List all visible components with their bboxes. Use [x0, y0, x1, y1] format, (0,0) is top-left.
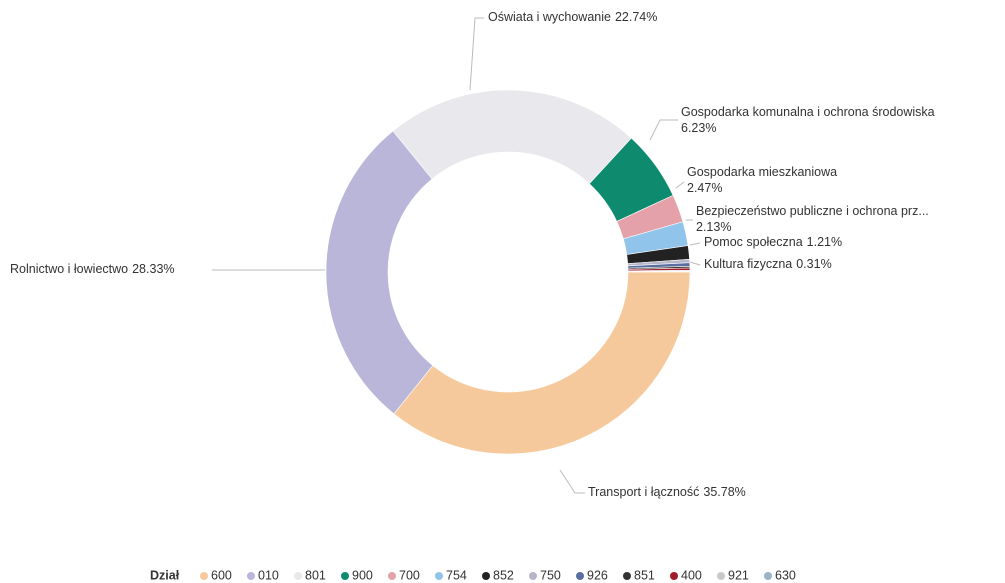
- slice-label-value: 1.21%: [807, 235, 842, 249]
- slice-label-name: Gospodarka komunalna i ochrona środowisk…: [681, 105, 935, 119]
- slice-label-value: 2.47%: [687, 181, 722, 195]
- legend-marker: [200, 572, 208, 580]
- slice-label: Gospodarka mieszkaniowa 2.47%: [687, 165, 837, 195]
- legend-label: 750: [540, 568, 561, 582]
- slice-label-value: 0.31%: [796, 257, 831, 271]
- legend-label: 754: [446, 568, 467, 582]
- slice-label: Gospodarka komunalna i ochrona środowisk…: [681, 105, 935, 135]
- legend-marker: [764, 572, 772, 580]
- slice-label-value: 22.74%: [615, 10, 657, 24]
- legend-marker: [435, 572, 443, 580]
- legend-label: 630: [775, 568, 796, 582]
- leader-line: [469, 17, 484, 91]
- legend-label: 801: [305, 568, 326, 582]
- slice-label-name: Kultura fizyczna: [704, 257, 792, 271]
- slice-label-name: Bezpieczeństwo publiczne i ochrona prz..…: [696, 204, 929, 218]
- slice-label: Rolnictwo i łowiectwo 28.33%: [10, 262, 175, 276]
- donut-slice: [627, 271, 691, 273]
- leader-line: [675, 181, 685, 189]
- legend-label: 010: [258, 568, 279, 582]
- legend-label: 400: [681, 568, 702, 582]
- legend-marker: [529, 572, 537, 580]
- legend-label: 921: [728, 568, 749, 582]
- legend-marker: [482, 572, 490, 580]
- legend-label: 852: [493, 568, 514, 582]
- leader-line: [689, 242, 701, 246]
- slice-label-name: Oświata i wychowanie: [488, 10, 611, 24]
- slice-label-value: 2.13%: [696, 220, 731, 234]
- slice-label-name: Gospodarka mieszkaniowa: [687, 165, 837, 179]
- donut-slice: [393, 271, 691, 455]
- slice-label-value: 28.33%: [132, 262, 174, 276]
- legend-marker: [623, 572, 631, 580]
- legend-label: 851: [634, 568, 655, 582]
- slice-label: Transport i łączność 35.78%: [588, 485, 746, 499]
- legend-marker: [670, 572, 678, 580]
- slice-label: Bezpieczeństwo publiczne i ochrona prz..…: [696, 204, 929, 234]
- legend-label: 926: [587, 568, 608, 582]
- donut-slice: [325, 130, 434, 415]
- legend-marker: [388, 572, 396, 580]
- legend-label: 900: [352, 568, 373, 582]
- legend-marker: [717, 572, 725, 580]
- donut-slice: [392, 89, 632, 185]
- leader-line: [649, 119, 678, 141]
- slice-label-value: 35.78%: [703, 485, 745, 499]
- legend-label: 600: [211, 568, 232, 582]
- slice-label: Oświata i wychowanie 22.74%: [488, 10, 657, 24]
- legend-title: Dział: [150, 568, 180, 582]
- slice-label-value: 6.23%: [681, 121, 716, 135]
- slice-label-name: Rolnictwo i łowiectwo: [10, 262, 128, 276]
- slice-label: Kultura fizyczna 0.31%: [704, 257, 832, 271]
- legend-marker: [294, 572, 302, 580]
- leader-line: [559, 469, 585, 494]
- legend-label: 700: [399, 568, 420, 582]
- legend-marker: [247, 572, 255, 580]
- slice-label-name: Transport i łączność: [588, 485, 699, 499]
- legend-marker: [341, 572, 349, 580]
- leader-line: [689, 261, 701, 266]
- slice-label: Pomoc społeczna 1.21%: [704, 235, 842, 249]
- slice-label-name: Pomoc społeczna: [704, 235, 803, 249]
- legend-marker: [576, 572, 584, 580]
